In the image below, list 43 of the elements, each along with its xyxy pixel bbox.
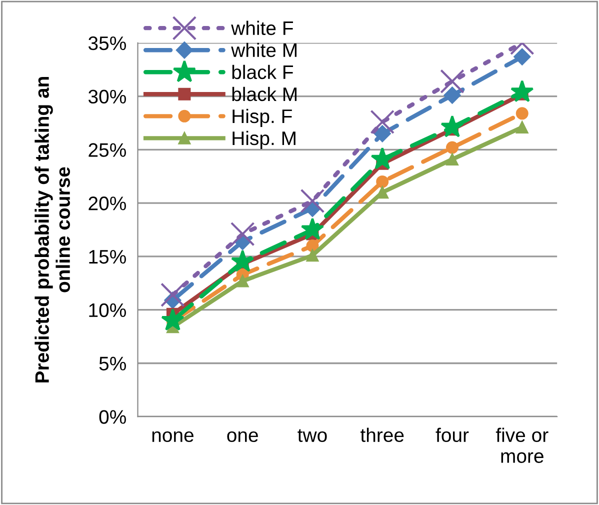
point xyxy=(306,249,319,262)
point xyxy=(370,110,395,134)
point xyxy=(444,86,461,104)
point xyxy=(440,69,464,94)
x-tick-label: three xyxy=(360,428,404,442)
x-tick-label: one xyxy=(227,431,258,442)
x-tick-label: two xyxy=(298,429,327,442)
legend-label: black F xyxy=(232,64,293,80)
point xyxy=(446,153,458,166)
point xyxy=(516,107,528,120)
x-tick-label: none xyxy=(152,431,194,442)
point xyxy=(161,308,184,331)
legend-label: white M xyxy=(231,42,296,58)
y-tick-label: 35% xyxy=(88,36,126,50)
legend-label: black M xyxy=(232,86,296,102)
point xyxy=(230,250,254,272)
point xyxy=(306,240,319,252)
y-tick-label: 10% xyxy=(89,303,126,318)
point xyxy=(514,48,531,66)
y-tick-label: 15% xyxy=(89,250,126,264)
legend-label: white F xyxy=(231,20,293,36)
x-tick-label: five or more xyxy=(496,428,548,463)
legend-label: Hisp. F xyxy=(232,108,292,127)
point xyxy=(440,115,464,138)
point xyxy=(374,125,391,142)
y-axis-title: Predicted probability of taking an online course xyxy=(34,77,70,382)
point xyxy=(230,222,255,246)
legend-label: Hisp. M xyxy=(232,130,296,150)
point xyxy=(376,175,389,188)
point xyxy=(236,274,249,288)
point xyxy=(160,282,185,308)
point xyxy=(516,121,528,134)
point xyxy=(300,218,324,240)
x-tick-label: four xyxy=(436,428,469,442)
y-tick-label: 30% xyxy=(88,90,126,104)
y-tick-label: 0% xyxy=(99,410,126,424)
point xyxy=(370,147,394,170)
y-tick-label: 5% xyxy=(99,356,126,370)
point xyxy=(446,141,458,154)
point xyxy=(300,188,325,214)
y-tick-label: 20% xyxy=(88,196,126,210)
point xyxy=(510,80,534,102)
y-tick-label: 25% xyxy=(88,143,126,157)
